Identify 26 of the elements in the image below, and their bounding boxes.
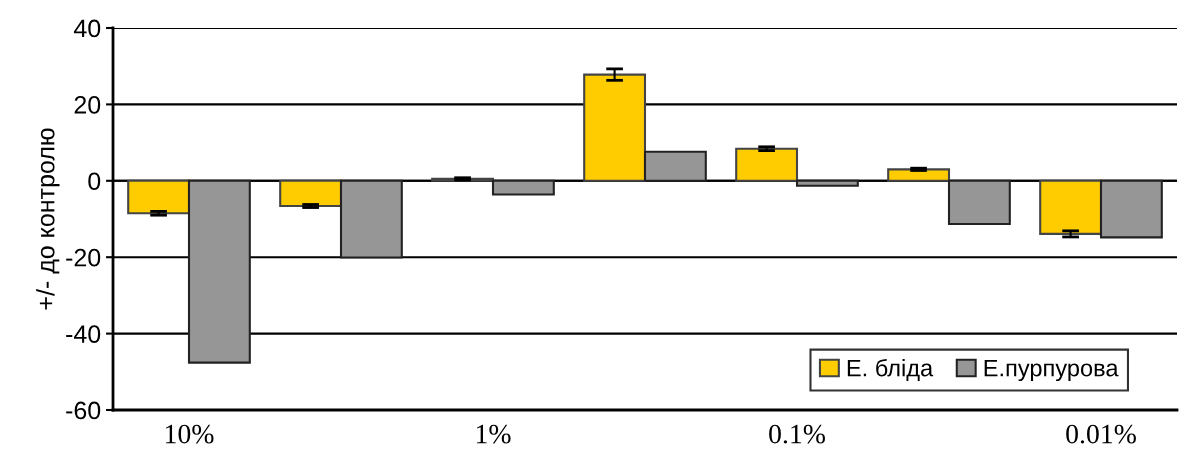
y-tick-label: -40 <box>66 325 101 343</box>
y-tick-label: 40 <box>73 19 101 38</box>
x-tick-label: 10% <box>165 424 214 444</box>
y-tick-label: -20 <box>66 248 101 267</box>
bar <box>1039 179 1103 235</box>
bar <box>947 179 1011 226</box>
x-tick-label: 0.1% <box>769 424 825 444</box>
bar <box>279 179 343 208</box>
y-tick-label: 0 <box>88 172 101 191</box>
bar <box>735 147 799 182</box>
bar <box>583 73 647 182</box>
x-tick-label: 0.01% <box>1066 424 1136 444</box>
bar <box>187 179 251 364</box>
bar <box>795 179 859 187</box>
y-axis-title: +/- до контролю <box>36 128 60 310</box>
legend-label: Е. бліда <box>847 358 934 381</box>
bar <box>339 179 403 259</box>
bar <box>127 179 191 215</box>
y-tick-label: 20 <box>74 96 101 114</box>
bar <box>491 179 555 196</box>
bar <box>643 150 707 182</box>
bar <box>887 168 951 182</box>
x-tick-label: 1% <box>476 424 511 444</box>
y-tick-label: -60 <box>66 401 101 420</box>
legend-label: Е.пурпурова <box>984 359 1119 382</box>
bar <box>1099 179 1163 239</box>
